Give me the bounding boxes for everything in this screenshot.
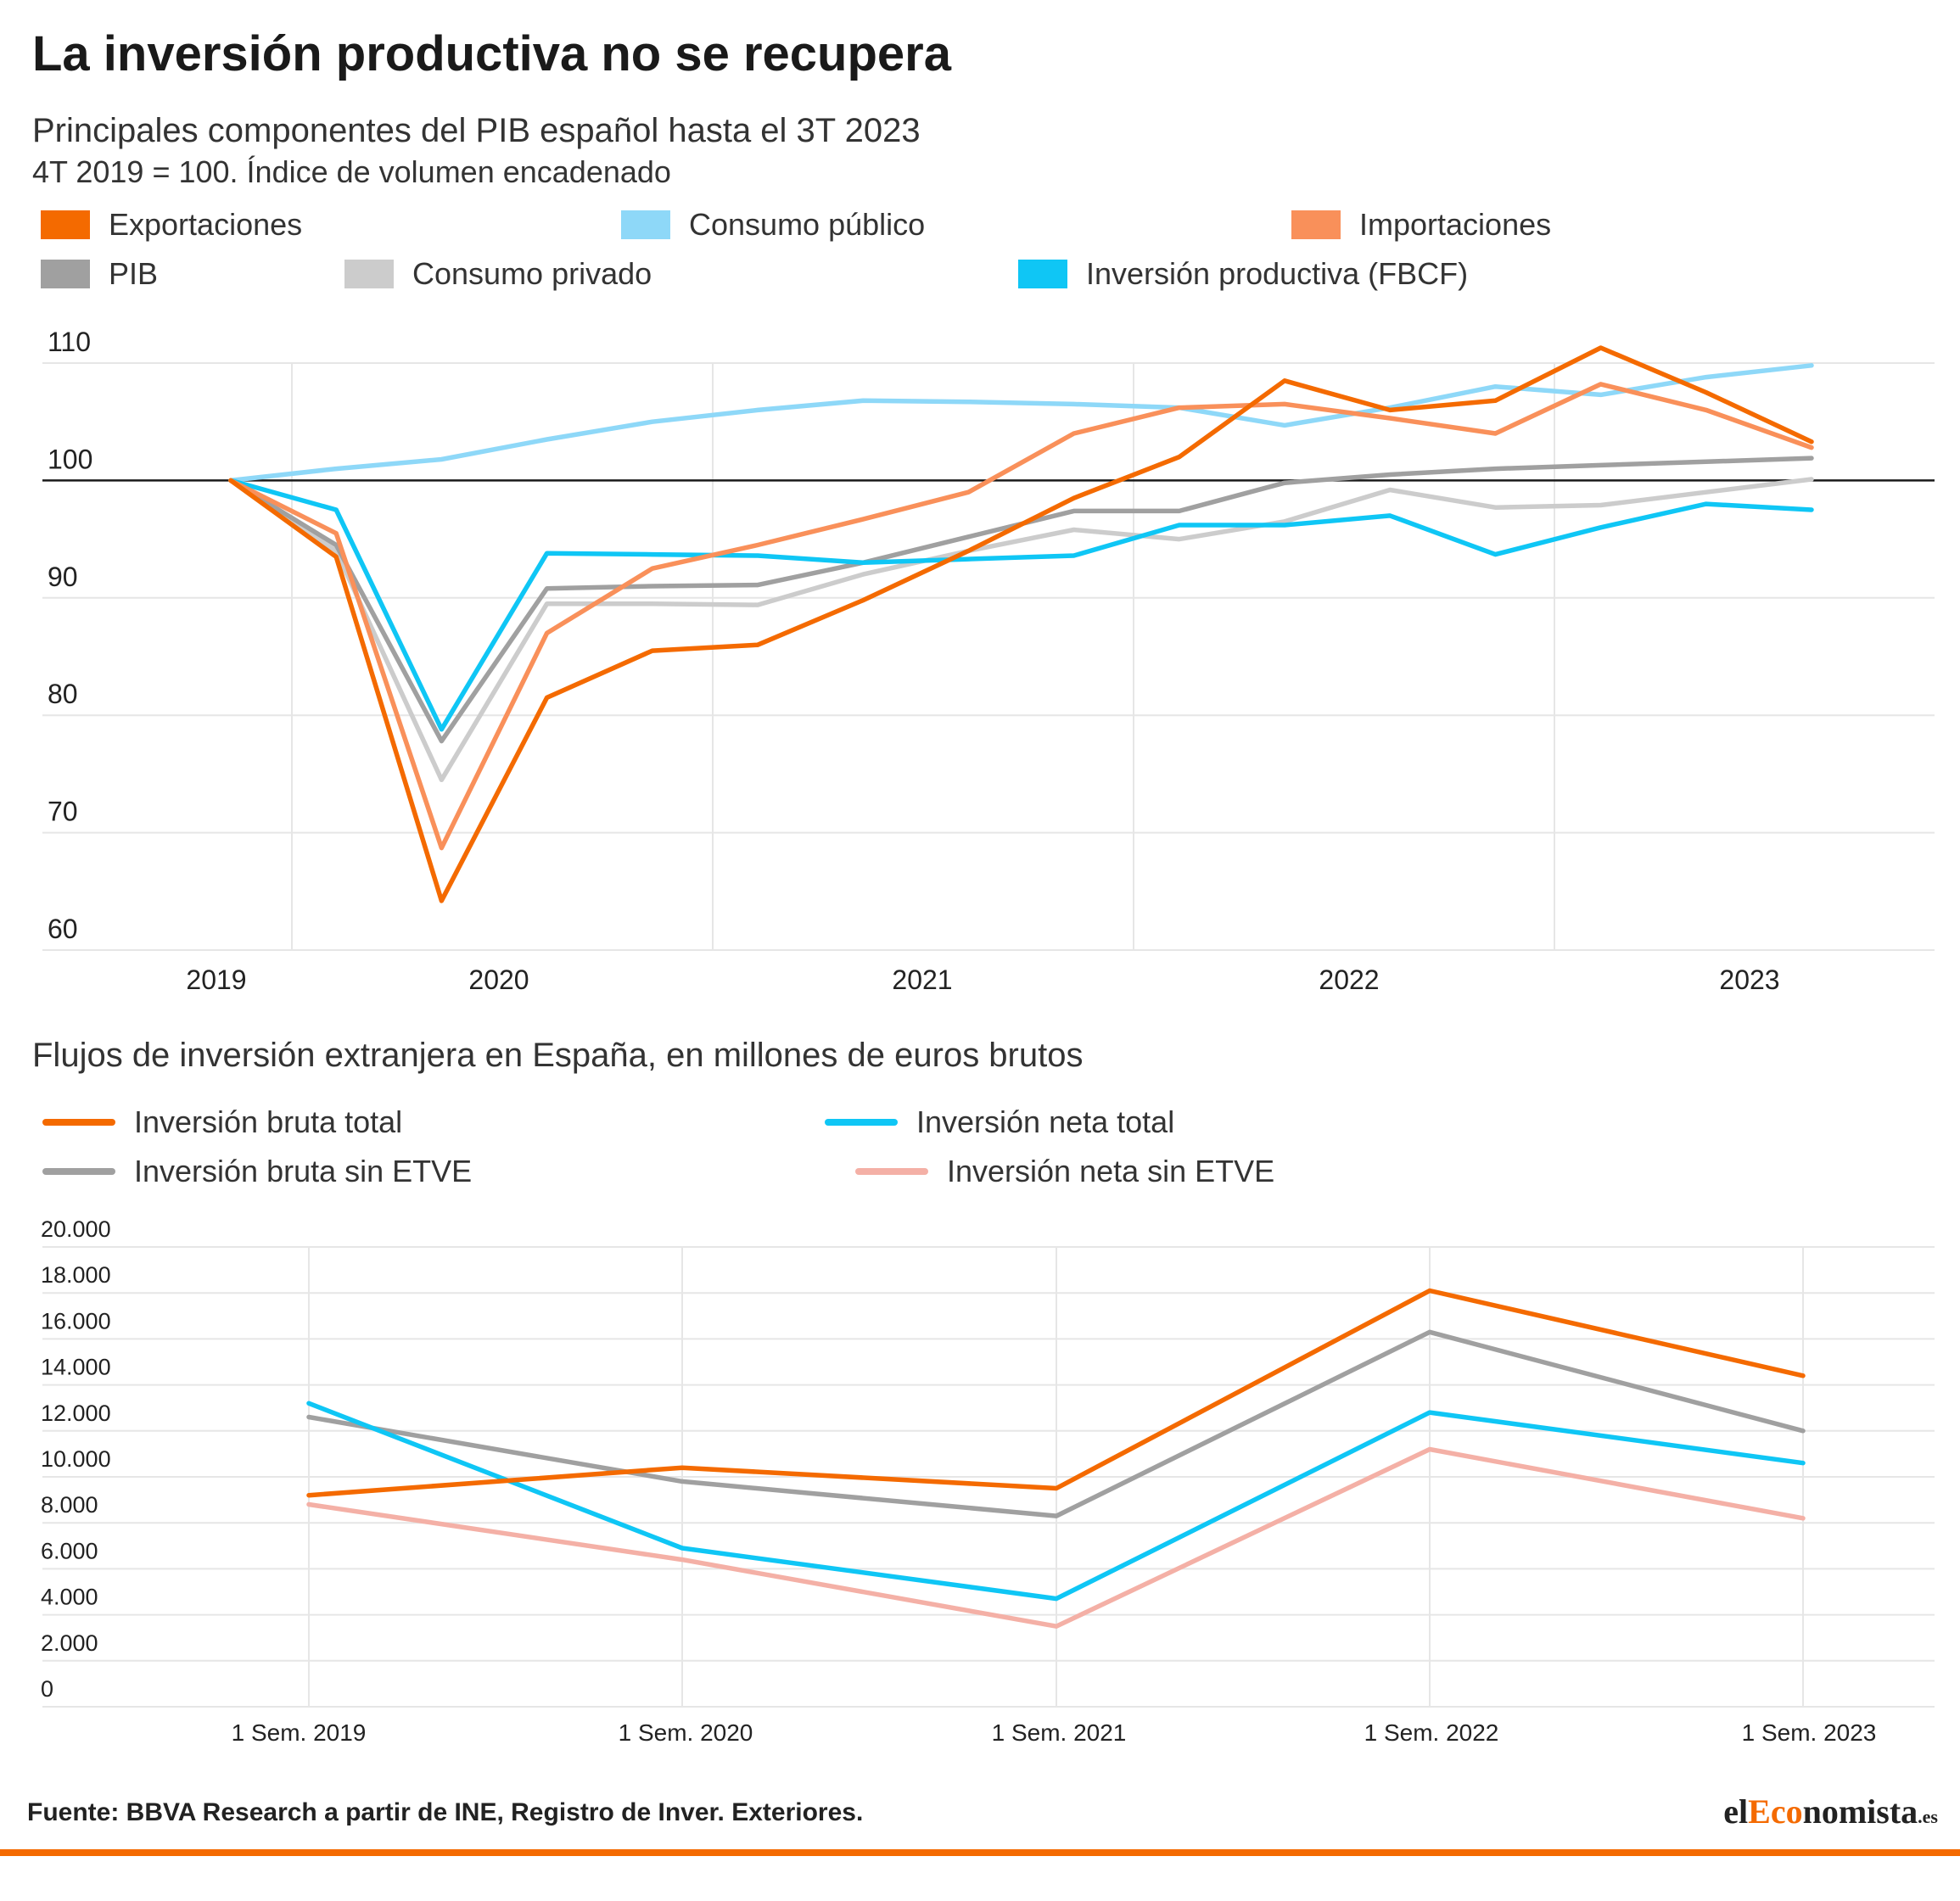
x-tick-label: 1 Sem. 2023 [1742,1719,1877,1746]
legend-item-exportaciones: Exportaciones [41,207,302,243]
legend-label: Inversión neta total [916,1104,1175,1139]
legend-label: Inversión neta sin ETVE [947,1154,1275,1188]
chart1-subtitle-units: 4T 2019 = 100. Índice de volumen encaden… [32,154,671,189]
series-line-inversion-neta-total [306,1401,1806,1602]
x-tick-label: 2022 [1319,964,1379,995]
legend-label: Consumo público [689,207,926,242]
legend-label: Inversión bruta total [134,1104,403,1139]
legend-item-consumo-privado: Consumo privado [344,256,652,292]
y-tick-label: 8.000 [41,1492,98,1518]
y-tick-label: 2.000 [41,1630,98,1656]
y-tick-label: 60 [48,914,78,944]
legend-label: PIB [109,256,159,291]
chart1-plot: 60 70 80 90 100 110 2019 2020 2021 2022 2023 [42,327,1935,995]
x-tick-label: 1 Sem. 2019 [232,1719,367,1746]
legend-item-inversion-bruta-sin-etve: Inversión bruta sin ETVE [42,1154,472,1189]
series-line-consumo-publico [228,363,1814,484]
legend-item-pib: PIB [41,256,158,292]
legend-swatch [1018,260,1067,288]
legend-swatch [42,1168,115,1175]
series-line-inversion-neta-sin-etve [306,1446,1806,1629]
legend-swatch [825,1119,898,1126]
y-tick-label: 110 [48,327,91,357]
legend-item-inversion-neta-sin-etve: Inversión neta sin ETVE [855,1154,1274,1189]
legend-swatch [41,210,90,239]
series-line-inversion-productiva-fbcf [228,478,1814,732]
x-tick-label: 2021 [892,964,952,995]
chart1-subtitle: Principales componentes del PIB español … [32,112,921,149]
legend-swatch [344,260,394,288]
legend-swatch [41,260,90,288]
bottom-accent-bar [0,1849,1960,1856]
x-tick-label: 2020 [468,964,529,995]
legend-swatch [855,1168,928,1175]
y-tick-label: 20.000 [41,1216,111,1242]
y-tick-label: 12.000 [41,1401,111,1426]
legend-item-inversion-bruta-total: Inversión bruta total [42,1104,402,1140]
y-tick-label: 14.000 [41,1355,111,1380]
x-tick-label: 1 Sem. 2022 [1364,1719,1499,1746]
legend-label: Inversión bruta sin ETVE [134,1154,473,1188]
y-tick-label: 70 [48,797,78,827]
legend-swatch [621,210,670,239]
x-tick-label: 2019 [186,964,246,995]
legend-swatch [42,1119,115,1126]
x-tick-label: 2023 [1719,964,1779,995]
legend-swatch [1291,210,1341,239]
x-tick-label: 1 Sem. 2021 [992,1719,1127,1746]
legend-item-inversion-neta-total: Inversión neta total [825,1104,1174,1140]
series-line-inversion-bruta-sin-etve [306,1329,1806,1518]
chart2-subtitle: Flujos de inversión extranjera en España… [32,1037,1084,1074]
legend-label: Inversión productiva (FBCF) [1086,256,1469,291]
y-tick-label: 90 [48,562,78,592]
legend-item-importaciones: Importaciones [1291,207,1551,243]
y-tick-label: 0 [41,1676,53,1702]
y-tick-label: 16.000 [41,1308,111,1333]
legend-label: Consumo privado [412,256,652,291]
y-tick-label: 4.000 [41,1585,98,1610]
series-line-importaciones [228,382,1814,851]
publisher-logo: elEconomista.es [1723,1792,1938,1831]
legend-label: Exportaciones [109,207,303,242]
chart-title: La inversión productiva no se recupera [32,26,951,81]
series-line-inversion-bruta-total [306,1288,1806,1498]
legend-label: Importaciones [1359,207,1552,242]
y-tick-label: 10.000 [41,1446,111,1472]
series-line-exportaciones [228,345,1814,903]
y-tick-label: 18.000 [41,1262,111,1288]
source-note: Fuente: BBVA Research a partir de INE, R… [27,1798,864,1826]
legend-item-inversion-productiva-fbcf: Inversión productiva (FBCF) [1018,256,1468,292]
series-line-consumo-privado [228,477,1814,783]
y-tick-label: 6.000 [41,1538,98,1563]
x-tick-label: 1 Sem. 2020 [619,1719,753,1746]
y-tick-label: 80 [48,679,78,709]
y-tick-label: 100 [48,444,92,474]
legend-item-consumo-publico: Consumo público [621,207,925,243]
